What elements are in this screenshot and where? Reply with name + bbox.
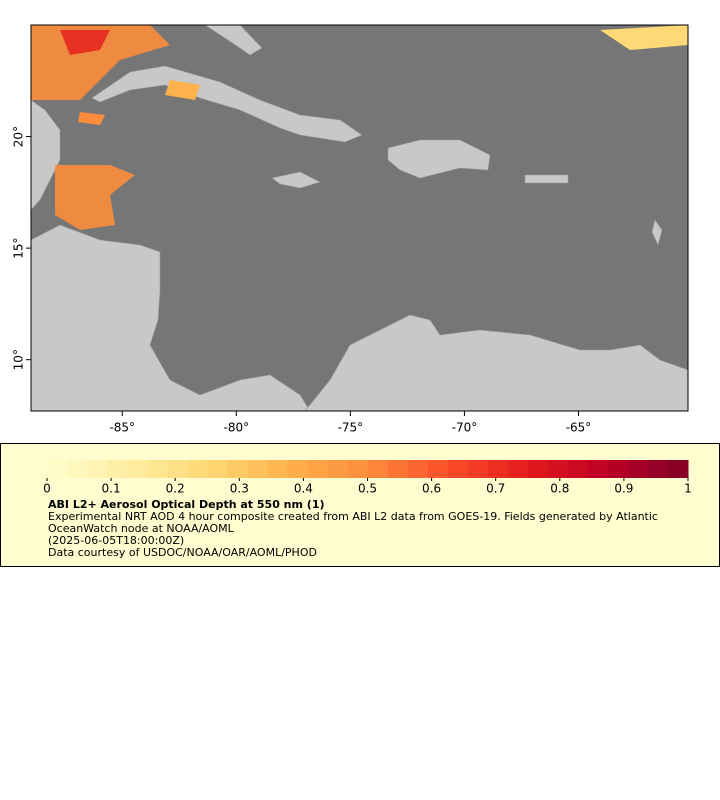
colorbar-tick-label: 0.9 <box>614 482 633 496</box>
colorbar-cell <box>307 460 328 478</box>
colorbar-cell <box>147 460 168 478</box>
caption-line: Data courtesy of USDOC/NOAA/OAR/AOML/PHO… <box>48 546 317 559</box>
colorbar-tick-label: 0.8 <box>550 482 569 496</box>
colorbar-cell <box>207 460 228 478</box>
colorbar-tick-label: 0.2 <box>166 482 185 496</box>
colorbar-cell <box>507 460 529 478</box>
land <box>30 24 689 412</box>
colorbar-cell <box>447 460 469 478</box>
caption-line: (2025-06-05T18:00:00Z) <box>48 534 185 547</box>
colorbar-cell <box>327 460 348 478</box>
x-tick-label: -65° <box>566 421 592 435</box>
map-frame <box>30 24 689 412</box>
colorbar-cell <box>127 460 148 478</box>
colorbar-cell <box>187 460 208 478</box>
colorbar-tick-label: 0.3 <box>230 482 249 496</box>
x-tick-label: -80° <box>224 421 250 435</box>
colorbar-tick-label: 0.5 <box>358 482 377 496</box>
aerosol-patches <box>31 25 688 230</box>
y-tick-label: 20° <box>12 126 26 147</box>
colorbar-cell <box>667 460 689 478</box>
colorbar-cell <box>627 460 649 478</box>
colorbar-cell <box>567 460 589 478</box>
colorbar-cell <box>287 460 308 478</box>
colorbar-tick-label: 1 <box>684 482 692 496</box>
colorbar-tick-label: 0.1 <box>102 482 121 496</box>
y-tick-label: 15° <box>12 237 26 258</box>
x-tick-label: -70° <box>452 421 478 435</box>
colorbar-cell <box>607 460 629 478</box>
colorbar-tick-label: 0.7 <box>486 482 505 496</box>
colorbar-cell <box>87 460 108 478</box>
colorbar-tick-label: 0.4 <box>294 482 313 496</box>
colorbar-cell <box>427 460 449 478</box>
colorbar-cell <box>487 460 509 478</box>
colorbar-tick-label: 0 <box>43 482 51 496</box>
caption-line: Experimental NRT AOD 4 hour composite cr… <box>48 510 658 535</box>
colorbar-cell <box>387 460 409 478</box>
colorbar-cell <box>67 460 88 478</box>
colorbar-cell <box>167 460 188 478</box>
colorbar-cell <box>47 460 68 478</box>
caption: ABI L2+ Aerosol Optical Depth at 550 nm … <box>48 499 708 559</box>
colorbar-cell <box>267 460 288 478</box>
caption-title: ABI L2+ Aerosol Optical Depth at 550 nm … <box>48 498 325 511</box>
colorbar-cell <box>587 460 609 478</box>
colorbar-cell <box>347 460 368 478</box>
colorbar-cell <box>367 460 389 478</box>
x-tick-label: -75° <box>338 421 364 435</box>
colorbar-cell <box>527 460 549 478</box>
x-tick-label: -85° <box>109 421 135 435</box>
colorbar-cell <box>107 460 128 478</box>
colorbar-cell <box>227 460 248 478</box>
colorbar-cell <box>247 460 268 478</box>
colorbar-tick-label: 0.6 <box>422 482 441 496</box>
colorbar-cell <box>647 460 669 478</box>
y-tick-label: 10° <box>12 349 26 370</box>
colorbar-cell <box>407 460 429 478</box>
colorbar-cell <box>467 460 489 478</box>
colorbar-cell <box>547 460 569 478</box>
